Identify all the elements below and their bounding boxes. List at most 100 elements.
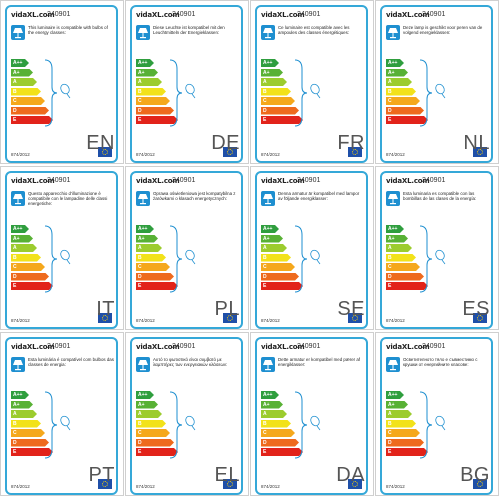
energy-class-bar: B bbox=[11, 254, 41, 262]
compatibility-text: Осветителното тяло е съвместимо с крушки… bbox=[403, 357, 478, 368]
lamp-icon bbox=[136, 357, 150, 372]
energy-class-bar: A+ bbox=[261, 69, 283, 77]
energy-label-cell-se: vidaXL.com 240901 Denna armatur är kompati… bbox=[250, 166, 374, 330]
energy-class-bar: A bbox=[261, 244, 287, 252]
energy-class-bar: A++ bbox=[386, 59, 404, 67]
energy-label-card: vidaXL.com 240901 Questo apparecchio d'ill… bbox=[5, 171, 118, 329]
energy-class-bar: A++ bbox=[11, 225, 29, 233]
regulation-number: 874/2012 bbox=[261, 318, 280, 323]
energy-class-bar: A+ bbox=[386, 401, 408, 409]
language-code: ES bbox=[462, 298, 490, 320]
energy-class-bar: B bbox=[261, 254, 291, 262]
brand-logo: vidaXL.com bbox=[11, 343, 55, 351]
regulation-number: 874/2012 bbox=[261, 152, 280, 157]
brand-logo: vidaXL.com bbox=[261, 11, 305, 19]
energy-class-bar: A+ bbox=[11, 69, 33, 77]
energy-class-bar: D bbox=[11, 273, 49, 281]
energy-class-bar: E bbox=[386, 116, 428, 124]
energy-label-card: vidaXL.com 240901 Oprawa oświetleniowa jes… bbox=[130, 171, 243, 329]
energy-label-card: vidaXL.com 240901 Esta luminária é compatí… bbox=[5, 337, 118, 495]
energy-class-bar: A bbox=[261, 410, 287, 418]
energy-class-bar: A bbox=[386, 410, 412, 418]
brace-bulb-icon bbox=[293, 225, 323, 298]
energy-class-bar: D bbox=[11, 439, 49, 447]
energy-class-bar: C bbox=[11, 97, 45, 105]
language-code: BG bbox=[460, 464, 490, 486]
eu-flag-icon bbox=[473, 479, 487, 489]
energy-class-bar: E bbox=[11, 448, 53, 456]
energy-class-bar: A bbox=[136, 410, 162, 418]
energy-class-bar: A++ bbox=[261, 391, 279, 399]
energy-class-bar: A+ bbox=[11, 235, 33, 243]
energy-class-bar: B bbox=[136, 254, 166, 262]
language-code: FR bbox=[337, 132, 365, 154]
energy-class-bar: D bbox=[136, 273, 174, 281]
lamp-icon bbox=[136, 191, 150, 206]
energy-class-bar: A bbox=[11, 410, 37, 418]
product-code: 240901 bbox=[297, 11, 321, 18]
eu-flag-icon bbox=[98, 479, 112, 489]
eu-flag-icon bbox=[473, 313, 487, 323]
regulation-number: 874/2012 bbox=[386, 318, 405, 323]
language-code: EN bbox=[86, 132, 115, 154]
regulation-number: 874/2012 bbox=[136, 484, 155, 489]
compatibility-text: Ce luminaire est compatible avec les amp… bbox=[278, 25, 350, 36]
lamp-icon bbox=[11, 191, 25, 206]
brand-logo: vidaXL.com bbox=[136, 177, 180, 185]
product-code: 240901 bbox=[422, 177, 446, 184]
language-code: DE bbox=[211, 132, 240, 154]
energy-label-cell-bg: vidaXL.com 240901 Осветителното тяло е съв… bbox=[375, 332, 499, 496]
energy-class-bar: B bbox=[136, 88, 166, 96]
energy-class-scale: A++ A+ A B C D E bbox=[11, 391, 56, 458]
language-code: DA bbox=[336, 464, 365, 486]
eu-flag-icon bbox=[348, 147, 362, 157]
energy-class-bar: C bbox=[386, 97, 420, 105]
energy-label-card: vidaXL.com 240901 Esta luminaria es compat… bbox=[380, 171, 493, 329]
brace-bulb-icon bbox=[168, 391, 198, 464]
regulation-number: 874/2012 bbox=[11, 318, 30, 323]
product-code: 240901 bbox=[422, 11, 446, 18]
energy-class-bar: B bbox=[386, 254, 416, 262]
energy-label-card: vidaXL.com 240901 Denna armatur är kompati… bbox=[255, 171, 368, 329]
lamp-icon bbox=[261, 191, 275, 206]
energy-label-card: vidaXL.com 240901 Осветителното тяло е съв… bbox=[380, 337, 493, 495]
energy-class-bar: C bbox=[386, 429, 420, 437]
product-code: 240901 bbox=[47, 11, 71, 18]
compatibility-text: Denna armatur är kompatibel med lampor a… bbox=[278, 191, 360, 202]
brand-logo: vidaXL.com bbox=[386, 11, 430, 19]
energy-class-bar: A bbox=[136, 78, 162, 86]
product-code: 240901 bbox=[297, 343, 321, 350]
energy-class-bar: B bbox=[261, 88, 291, 96]
brand-logo: vidaXL.com bbox=[386, 343, 430, 351]
energy-class-bar: A+ bbox=[386, 69, 408, 77]
energy-class-bar: B bbox=[11, 420, 41, 428]
regulation-number: 874/2012 bbox=[386, 152, 405, 157]
energy-class-bar: D bbox=[386, 107, 424, 115]
energy-class-scale: A++ A+ A B C D E bbox=[11, 59, 56, 126]
regulation-number: 874/2012 bbox=[136, 152, 155, 157]
brace-bulb-icon bbox=[418, 391, 448, 464]
energy-class-bar: A+ bbox=[386, 235, 408, 243]
energy-class-bar: A+ bbox=[136, 69, 158, 77]
brand-logo: vidaXL.com bbox=[136, 343, 180, 351]
compatibility-text: This luminaire is compatible with bulbs … bbox=[28, 25, 108, 36]
energy-class-bar: A++ bbox=[261, 225, 279, 233]
lamp-icon bbox=[386, 25, 400, 40]
brace-bulb-icon bbox=[43, 391, 73, 464]
energy-class-bar: D bbox=[261, 273, 299, 281]
energy-class-bar: E bbox=[136, 448, 178, 456]
regulation-number: 874/2012 bbox=[261, 484, 280, 489]
energy-class-bar: A+ bbox=[136, 401, 158, 409]
compatibility-text: Diese Leuchte ist kompatibel mit den Leu… bbox=[153, 25, 225, 36]
product-code: 240901 bbox=[47, 177, 71, 184]
energy-class-bar: D bbox=[11, 107, 49, 115]
energy-label-card: vidaXL.com 240901 Deze lamp is geschikt vo… bbox=[380, 5, 493, 163]
energy-class-scale: A++ A+ A B C D E bbox=[136, 391, 181, 458]
energy-label-cell-it: vidaXL.com 240901 Questo apparecchio d'ill… bbox=[0, 166, 124, 330]
energy-label-card: vidaXL.com 240901 Αυτό το φωτιστικό είναι … bbox=[130, 337, 243, 495]
brace-bulb-icon bbox=[168, 225, 198, 298]
energy-class-bar: A+ bbox=[261, 401, 283, 409]
brace-bulb-icon bbox=[43, 225, 73, 298]
energy-class-bar: A++ bbox=[136, 59, 154, 67]
energy-class-scale: A++ A+ A B C D E bbox=[261, 391, 306, 458]
